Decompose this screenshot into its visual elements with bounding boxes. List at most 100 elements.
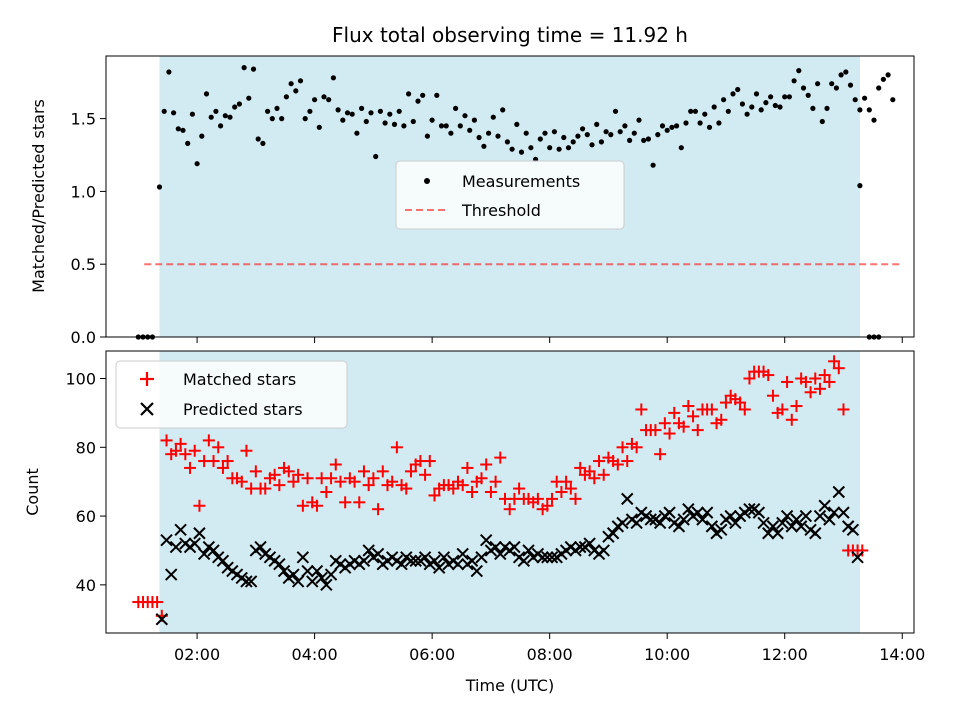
measurement-point [330, 75, 336, 81]
predicted-star-point [451, 558, 465, 571]
predicted-star-point [517, 554, 531, 567]
predicted-star-point [832, 485, 845, 499]
matched-star-point [691, 424, 704, 437]
measurement-point [344, 110, 351, 116]
matched-star-point [339, 496, 352, 509]
measurement-point [688, 108, 694, 114]
predicted-star-point [207, 544, 220, 557]
measurement-point [739, 101, 746, 107]
y-tick-label: 80 [76, 438, 96, 457]
measurement-point [890, 97, 896, 103]
measurement-point [800, 85, 807, 91]
measurement-point [824, 105, 830, 111]
measurement-point [514, 121, 520, 127]
measurement-point [232, 104, 238, 110]
predicted-star-point [174, 523, 187, 537]
matched-star-point [484, 486, 497, 498]
y-tick-label: 1.5 [71, 110, 96, 129]
measurement-point [866, 107, 872, 113]
measurement-point [443, 123, 449, 129]
chart-title: Flux total observing time = 11.92 h [332, 23, 688, 47]
predicted-star-point [371, 547, 385, 561]
predicted-star-point [672, 520, 686, 533]
matched-star-point [184, 461, 197, 474]
matched-star-point [188, 444, 201, 457]
matched-star-point [390, 441, 403, 454]
matched-star-point [202, 434, 215, 447]
predicted-star-point [818, 499, 831, 512]
top-axes-frame [105, 55, 915, 338]
measurement-point [518, 149, 525, 155]
predicted-star-point [809, 527, 822, 540]
y-tick-label: 100 [65, 370, 96, 389]
measurement-point [250, 66, 257, 72]
predicted-star-point [409, 554, 422, 567]
matched-star-point [649, 424, 662, 437]
predicted-star-point [700, 506, 714, 519]
matched-star-point [249, 465, 262, 478]
matched-star-point [235, 475, 248, 488]
matched-star-point [705, 403, 718, 416]
measurement-point [641, 137, 647, 143]
measurement-point [222, 113, 228, 119]
matched-star-point [310, 499, 323, 512]
matched-star-point [621, 455, 634, 468]
x-tick-label: 02:00 [174, 645, 220, 664]
measurement-point [721, 97, 727, 103]
matched-star-point [785, 413, 798, 426]
legend-label-measurements: Measurements [462, 172, 580, 191]
matched-star-point [781, 375, 794, 388]
measurement-point [674, 123, 680, 129]
measurement-point [598, 139, 605, 145]
predicted-star-point [465, 554, 479, 567]
measurement-point [772, 102, 778, 109]
legend-label-matched: Matched stars [183, 370, 296, 389]
measurement-point [829, 81, 835, 87]
measurement-point [255, 136, 261, 142]
measurement-point [683, 120, 689, 126]
predicted-star-point [574, 540, 587, 554]
measurement-point [669, 124, 675, 130]
matched-star-point [776, 403, 789, 416]
measurement-point [321, 94, 327, 100]
matched-star-point [682, 400, 695, 413]
predicted-star-point [677, 513, 690, 526]
matched-star-point [818, 369, 831, 382]
predicted-star-point [197, 547, 211, 561]
measurement-point [424, 133, 430, 139]
matched-star-point [174, 437, 187, 450]
predicted-star-point [606, 527, 620, 540]
matched-star-point [325, 472, 338, 485]
measurement-point [655, 132, 661, 138]
measurement-point [166, 69, 172, 75]
predicted-star-point [780, 509, 794, 523]
predicted-star-point [729, 516, 742, 530]
predicted-star-point [794, 520, 808, 533]
measurement-point [504, 139, 510, 145]
predicted-star-point [244, 575, 258, 588]
matched-star-point [357, 465, 370, 478]
bottom-panel: 40 60 80 100 02:00 04:00 06:00 08:00 10:00 12:00… [23, 350, 925, 695]
matched-star-point [588, 472, 601, 485]
measurement-point [796, 68, 802, 74]
matched-star-point [268, 468, 281, 481]
measurement-point [876, 85, 882, 91]
predicted-star-point [827, 506, 841, 519]
measurement-point [702, 111, 708, 117]
matched-star-point [574, 461, 587, 474]
predicted-star-point [653, 516, 667, 530]
matched-star-point [513, 482, 526, 495]
measurement-point [589, 142, 595, 148]
matched-star-point [687, 410, 700, 423]
predicted-star-point [663, 506, 676, 519]
matched-star-point [766, 389, 779, 402]
matched-star-point [569, 492, 582, 505]
predicted-star-point [846, 523, 860, 537]
matched-star-point [555, 486, 568, 498]
x-tick-label: 10:00 [644, 645, 690, 664]
predicted-star-point [324, 568, 338, 581]
measurement-point [805, 92, 811, 98]
measurement-point [523, 130, 529, 136]
bottom-y-ticks: 40 60 80 100 [65, 370, 106, 595]
predicted-star-point [404, 554, 418, 567]
